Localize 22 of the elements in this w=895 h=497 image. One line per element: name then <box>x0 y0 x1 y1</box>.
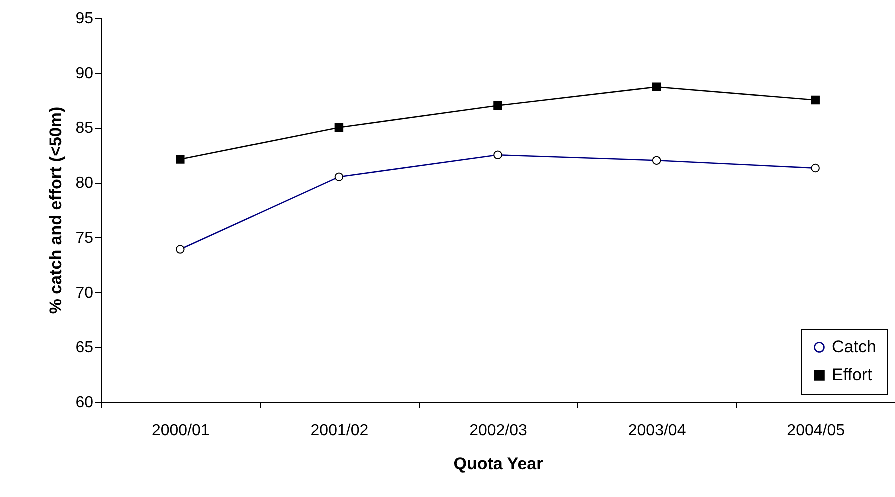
point <box>494 101 502 110</box>
y-tick-label: 70 <box>76 284 94 302</box>
point <box>811 96 820 105</box>
point <box>176 155 185 164</box>
point <box>334 123 344 132</box>
y-tick-label: 80 <box>76 175 94 192</box>
point <box>652 82 662 92</box>
x-tick-label: 2004/05 <box>787 422 846 440</box>
x-tick-label: 2001/02 <box>310 422 369 440</box>
y-tick-label: 65 <box>76 340 94 357</box>
y-tick-label: 75 <box>76 230 94 247</box>
y-axis-title: % catch and effort (<50m) <box>46 106 66 314</box>
legend-label: Effort <box>832 366 873 384</box>
y-tick-label: 90 <box>76 65 94 82</box>
x-tick-label: 2002/03 <box>470 422 528 440</box>
x-axis-title: Quota Year <box>454 454 544 474</box>
y-tick-label: 60 <box>76 394 94 412</box>
y-tick-label: 95 <box>76 10 94 28</box>
x-tick-label: 2003/04 <box>628 422 686 440</box>
legend-label: Catch <box>832 338 876 356</box>
x-tick-label: 2000/01 <box>152 422 210 440</box>
y-tick-label: 85 <box>76 120 94 138</box>
